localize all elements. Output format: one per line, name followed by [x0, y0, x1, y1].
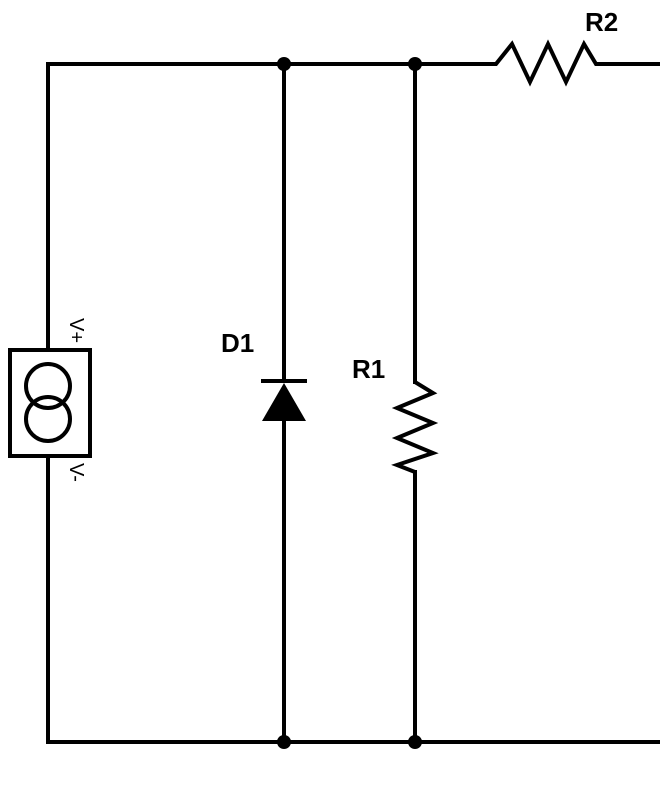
source-minus-label: V- [65, 463, 87, 482]
resistor-r1 [391, 380, 439, 474]
diode-symbol [261, 379, 307, 421]
diode-label: D1 [221, 328, 254, 358]
resistor-r2 [470, 39, 622, 87]
current-source [8, 348, 92, 458]
source-plus-label: V+ [65, 318, 87, 343]
current-source-circle-upper [24, 362, 72, 410]
diode-triangle [262, 383, 306, 421]
junction-node-bottom-diode [277, 735, 291, 749]
junction-node-top-diode [277, 57, 291, 71]
r1-label: R1 [352, 354, 385, 384]
current-source-circle-lower [24, 395, 72, 443]
junction-node-bottom-r1 [408, 735, 422, 749]
current-source-box [8, 348, 92, 458]
junction-node-top-r1 [408, 57, 422, 71]
r2-label: R2 [585, 7, 618, 37]
